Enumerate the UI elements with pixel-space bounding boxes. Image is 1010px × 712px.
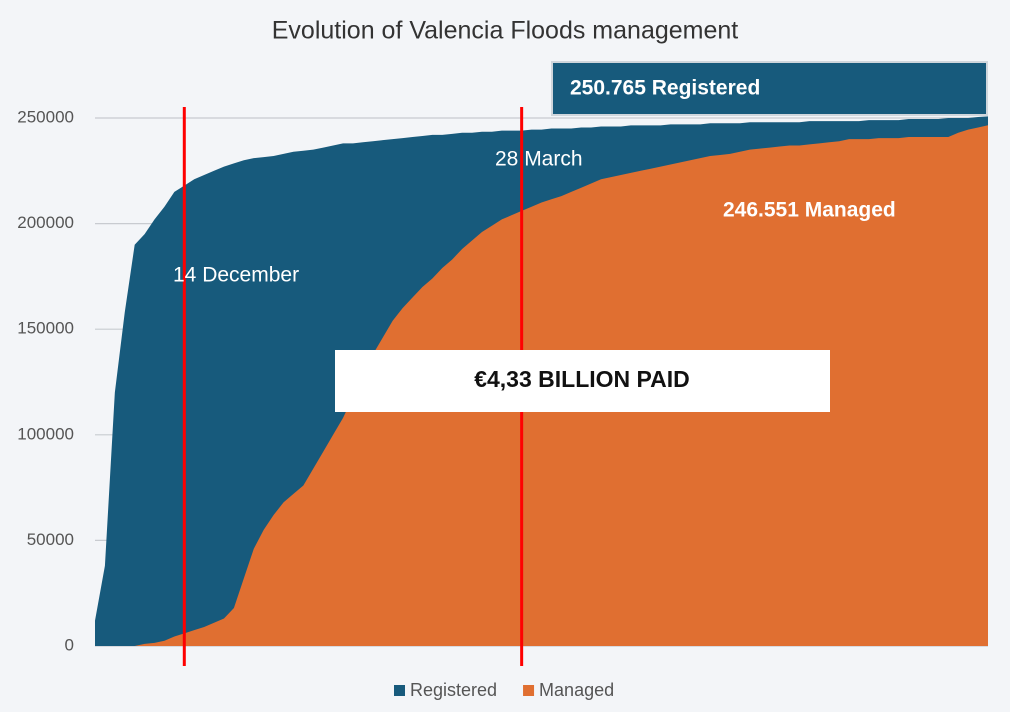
legend-label: Managed [539, 680, 614, 700]
callout-box [335, 350, 830, 412]
callout-paid: €4,33 BILLION PAID [474, 366, 690, 392]
legend-swatch [394, 685, 405, 696]
chart-title: Evolution of Valencia Floods management [272, 17, 739, 45]
annotations: 14 December 28 March 250.765 Registered 246… [173, 61, 988, 700]
grid: 0 50000 100000 150000 200000 250000 [17, 107, 988, 654]
date-label: 14 December [173, 264, 299, 287]
y-tick-label: 100000 [17, 424, 74, 443]
legend-label: Registered [410, 680, 497, 700]
legend-swatch [523, 685, 535, 696]
callout-box [551, 61, 988, 116]
callout-registered: 250.765 Registered [570, 77, 760, 100]
y-tick-label: 150000 [17, 319, 74, 338]
y-tick-label: 250000 [17, 107, 74, 126]
y-tick-label: 50000 [27, 530, 74, 549]
date-label: 28 March [495, 148, 583, 171]
y-tick-label: 200000 [17, 213, 74, 232]
y-tick-label: 0 [65, 635, 74, 654]
callout-managed: 246.551 Managed [723, 199, 896, 222]
